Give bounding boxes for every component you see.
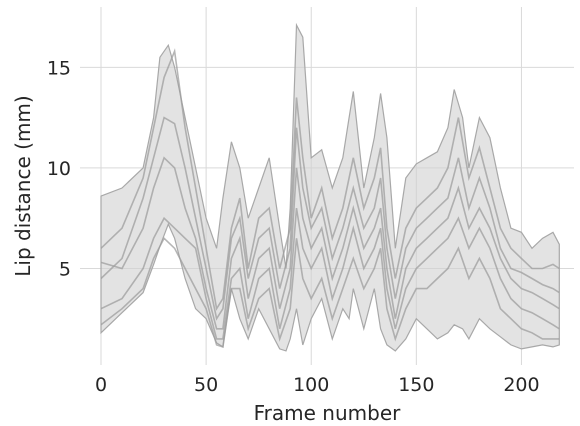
y-tick-label: 10 (47, 158, 71, 180)
x-tick-label: 100 (293, 374, 329, 396)
x-tick-label: 50 (194, 374, 218, 396)
y-tick-label: 15 (47, 57, 71, 79)
series-line-3 (100, 156, 560, 330)
tick-labels: 0 50 100 150 200 5 10 15 (47, 57, 540, 396)
x-tick-label: 200 (503, 374, 539, 396)
series-lines (100, 48, 560, 348)
series-line-1 (100, 48, 560, 311)
series-line-4 (100, 207, 560, 340)
y-axis-label: Lip distance (mm) (11, 95, 35, 276)
series-line-5 (100, 236, 560, 348)
x-tick-label: 0 (95, 374, 107, 396)
y-tick-label: 5 (59, 258, 71, 280)
series-line-2 (100, 116, 560, 321)
x-tick-label: 150 (398, 374, 434, 396)
range-band (100, 22, 560, 352)
x-axis-label: Frame number (254, 401, 402, 425)
range-band-area (100, 22, 560, 352)
